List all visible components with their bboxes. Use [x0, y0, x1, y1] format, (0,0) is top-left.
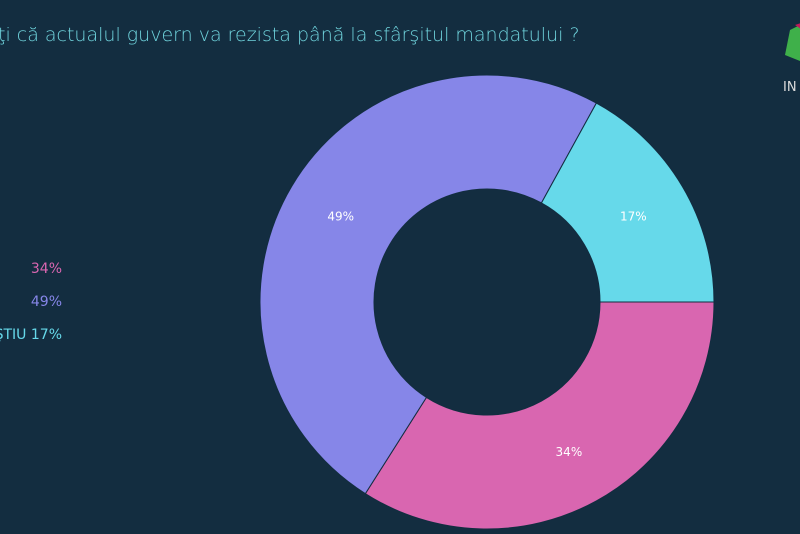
slice-label-0: 34% — [556, 445, 583, 459]
slice-label-2: 17% — [620, 209, 647, 223]
donut-slice-1 — [259, 74, 598, 495]
slice-label-1: 49% — [327, 209, 354, 223]
legend-item-2: ŞTIU 17% — [0, 327, 62, 343]
donut-slice-2 — [540, 102, 715, 303]
legend-item-0: 34% — [30, 261, 62, 277]
logo-text: IN — [783, 80, 797, 95]
logo — [780, 20, 800, 74]
legend-item-1: 49% — [30, 294, 62, 310]
chart-title: ţi că actualul guvern va rezista până la… — [0, 24, 580, 46]
donut-slice-0 — [364, 301, 715, 530]
